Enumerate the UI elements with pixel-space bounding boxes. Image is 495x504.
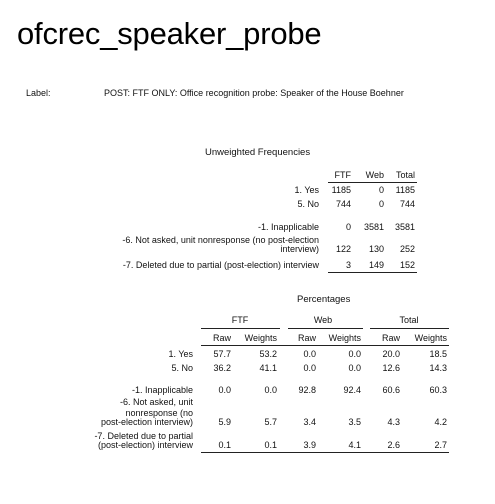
table-cell: 20.0	[382, 349, 400, 359]
header-rule	[328, 182, 417, 183]
table-cell: 4.1	[348, 440, 361, 450]
column-header: Web	[365, 170, 384, 180]
column-header: Raw	[381, 333, 400, 343]
table-cell: 5.7	[264, 417, 277, 427]
table-cell: 92.4	[343, 385, 361, 395]
row-label: -7. Deleted due to partial	[94, 431, 193, 441]
table-cell: 14.3	[429, 363, 447, 373]
table-cell: 3581	[363, 222, 384, 232]
table-cell: 744	[399, 199, 415, 209]
table-cell: 0.0	[303, 349, 316, 359]
row-label: -6. Not asked, unit nonresponse (no post…	[122, 235, 319, 245]
table-cell: 92.8	[298, 385, 316, 395]
column-header: Total	[395, 170, 415, 180]
row-label: 5. No	[297, 199, 319, 209]
label-value: POST: FTF ONLY: Office recognition probe…	[104, 88, 404, 98]
table-cell: 152	[399, 260, 415, 270]
row-label: (post-election) interview	[97, 440, 193, 450]
table-cell: 4.2	[434, 417, 447, 427]
table-cell: 3.4	[303, 417, 316, 427]
column-header: Weights	[244, 333, 277, 343]
column-header: Weights	[414, 333, 447, 343]
table-cell: 5.9	[218, 417, 231, 427]
row-label: -7. Deleted due to partial (post-electio…	[122, 260, 319, 270]
table-cell: 122	[335, 244, 351, 254]
table-cell: 0.0	[348, 363, 361, 373]
label-key: Label:	[26, 88, 51, 98]
table-cell: 12.6	[382, 363, 400, 373]
row-label: -1. Inapplicable	[257, 222, 319, 232]
table-cell: 0.1	[218, 440, 231, 450]
table-cell: 0.0	[264, 385, 277, 395]
table-cell: 3.5	[348, 417, 361, 427]
row-label: -1. Inapplicable	[131, 385, 193, 395]
table-cell: 0	[345, 222, 351, 232]
group-rule-total	[370, 328, 449, 329]
row-label: post-election interview)	[100, 417, 193, 427]
table-cell: 1185	[331, 185, 351, 195]
table-cell: 53.2	[259, 349, 277, 359]
table-cell: 3581	[394, 222, 415, 232]
table-cell: 252	[399, 244, 415, 254]
column-header: Raw	[212, 333, 231, 343]
row-label: 5. No	[171, 363, 193, 373]
table-cell: 0.0	[348, 349, 361, 359]
table-cell: 57.7	[213, 349, 231, 359]
bottom-rule	[328, 272, 417, 273]
group-header: Web	[313, 315, 333, 325]
percentages-title: Percentages	[297, 294, 351, 305]
table-cell: 4.3	[387, 417, 400, 427]
column-header: Raw	[297, 333, 316, 343]
group-rule-web	[288, 328, 363, 329]
table-cell: 41.1	[259, 363, 277, 373]
column-header: Weights	[328, 333, 361, 343]
table-cell: 3.9	[303, 440, 316, 450]
row-label: -6. Not asked, unit	[119, 397, 193, 407]
table-cell: 2.7	[434, 440, 447, 450]
row-label: interview)	[280, 244, 319, 254]
table-cell: 36.2	[213, 363, 231, 373]
table-cell: 60.3	[429, 385, 447, 395]
table-cell: 1185	[395, 185, 415, 195]
subheader-rule	[201, 345, 449, 346]
row-label: 1. Yes	[168, 349, 193, 359]
table-cell: 18.5	[429, 349, 447, 359]
table-cell: 0.1	[264, 440, 277, 450]
table-cell: 0.0	[218, 385, 231, 395]
group-rule-ftf	[201, 328, 280, 329]
table-cell: 130	[368, 244, 384, 254]
column-header: FTF	[334, 170, 352, 180]
unweighted-title: Unweighted Frequencies	[205, 147, 311, 158]
table-cell: 149	[368, 260, 384, 270]
row-label: 1. Yes	[294, 185, 319, 195]
row-label: nonresponse (no	[125, 408, 193, 418]
bottom-rule	[201, 452, 449, 453]
group-header: FTF	[231, 315, 249, 325]
table-cell: 3	[345, 260, 351, 270]
table-cell: 0.0	[303, 363, 316, 373]
table-cell: 744	[335, 199, 351, 209]
table-cell: 0	[378, 185, 384, 195]
table-cell: 2.6	[387, 440, 400, 450]
table-cell: 60.6	[382, 385, 400, 395]
page-title: ofcrec_speaker_probe	[17, 16, 322, 51]
table-cell: 0	[378, 199, 384, 209]
group-header: Total	[399, 315, 419, 325]
